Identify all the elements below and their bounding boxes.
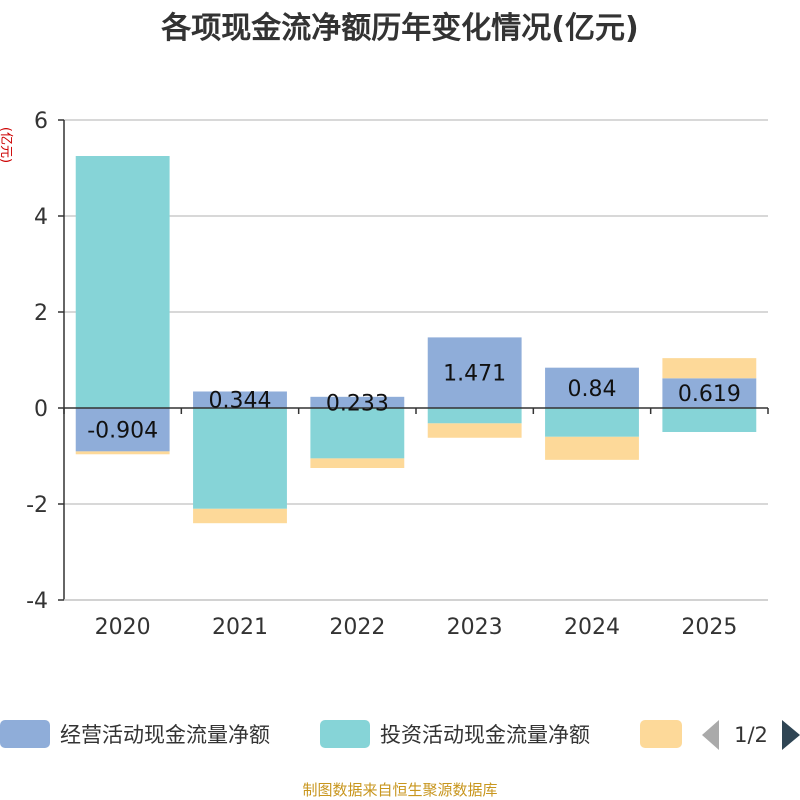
bar-series3-2021[interactable] — [193, 508, 287, 524]
legend-item-operating[interactable]: 经营活动现金流量净额 — [0, 720, 270, 748]
bar-series1-2023[interactable] — [427, 337, 522, 408]
y-tick-label: -4 — [26, 589, 48, 614]
bar-series3-2024[interactable] — [545, 436, 639, 460]
legend-label-operating: 经营活动现金流量净额 — [60, 723, 270, 747]
legend-item-financing[interactable] — [640, 720, 682, 748]
chart-title: 各项现金流净额历年变化情况(亿元) — [160, 11, 638, 46]
y-axis-label: (亿元) — [0, 127, 13, 163]
y-tick-label: 4 — [34, 205, 48, 230]
bar-series3-2022[interactable] — [310, 458, 405, 468]
bar-series2-2023[interactable] — [427, 408, 522, 424]
legend-page-indicator: 1/2 — [734, 723, 768, 747]
data-label-2024: 0.84 — [568, 377, 617, 402]
y-tick-label: -2 — [26, 493, 48, 518]
legend-swatch-investing — [320, 720, 370, 748]
x-tick-label-2025: 2025 — [681, 615, 737, 640]
legend-next-page-icon[interactable] — [782, 720, 800, 750]
data-label-2023: 1.471 — [443, 362, 506, 387]
source-note: 制图数据来自恒生聚源数据库 — [302, 781, 497, 799]
bars — [75, 156, 757, 524]
bar-series2-2024[interactable] — [545, 408, 639, 437]
legend-label-investing: 投资活动现金流量净额 — [380, 723, 590, 747]
y-tick-label: 6 — [34, 109, 48, 134]
x-tick-label-2022: 2022 — [329, 615, 385, 640]
legend-item-investing[interactable]: 投资活动现金流量净额 — [320, 720, 590, 748]
legend-prev-page-icon[interactable] — [702, 720, 719, 750]
bar-series2-2020[interactable] — [75, 156, 170, 408]
bar-series2-2025[interactable] — [662, 408, 757, 432]
bar-series2-2021[interactable] — [193, 408, 287, 509]
legend: 经营活动现金流量净额 投资活动现金流量净额 1/2 — [0, 720, 800, 750]
y-tick-label: 2 — [34, 301, 48, 326]
data-label-2020: -0.904 — [87, 419, 158, 444]
bar-series1-2021[interactable] — [193, 391, 287, 408]
bar-series3-2025[interactable] — [662, 358, 757, 379]
y-tick-label: 0 — [34, 397, 48, 422]
axes: -4 -2 0 2 4 6 2020 2021 2022 2023 2024 2025 — [26, 109, 769, 640]
bar-series1-2025[interactable] — [662, 378, 757, 408]
bar-series3-2020[interactable] — [75, 451, 170, 455]
bar-series3-2023[interactable] — [427, 423, 522, 438]
data-labels: -0.904 0.344 0.233 1.471 0.84 0.619 — [87, 362, 741, 444]
bar-series1-2024[interactable] — [545, 367, 639, 408]
data-label-2021: 0.344 — [209, 389, 272, 414]
bar-series1-2022[interactable] — [310, 396, 405, 408]
bar-series2-2022[interactable] — [310, 408, 405, 459]
bar-series1-2020[interactable] — [75, 408, 170, 452]
data-label-2022: 0.233 — [326, 391, 389, 416]
x-tick-label-2024: 2024 — [564, 615, 620, 640]
legend-swatch-operating — [0, 720, 50, 748]
x-tick-label-2020: 2020 — [95, 615, 151, 640]
legend-swatch-financing — [640, 720, 682, 748]
x-tick-label-2021: 2021 — [212, 615, 268, 640]
data-label-2025: 0.619 — [678, 382, 741, 407]
x-tick-label-2023: 2023 — [447, 615, 503, 640]
